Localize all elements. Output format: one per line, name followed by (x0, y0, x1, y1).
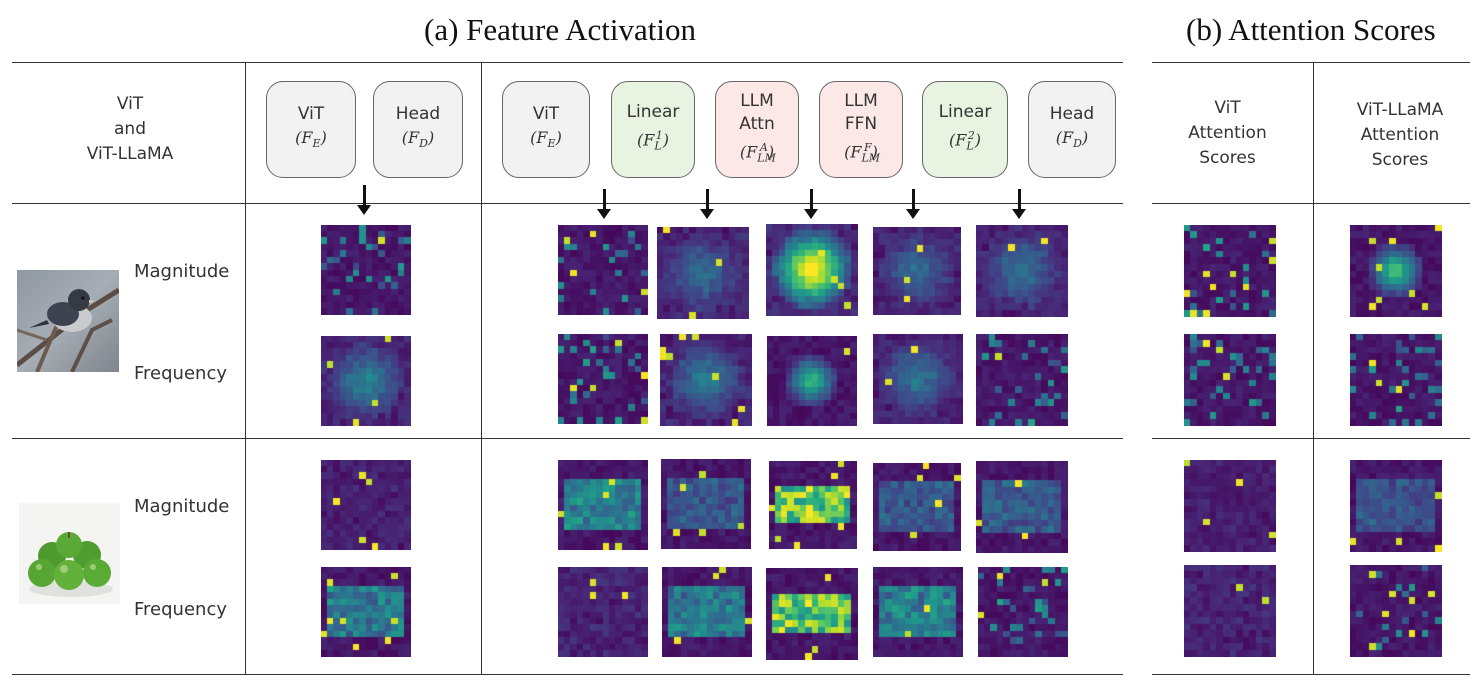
module-box-llm-ffn: LLM FFN (FLMF) (819, 81, 903, 178)
heatmap-apples-attention-llama-row1 (1350, 460, 1442, 552)
heatmap-bird-magnitude-vit-head (321, 225, 411, 315)
rule-bottom-a (12, 674, 1123, 675)
green-apples-photo-svg (19, 503, 120, 604)
heatmap-bird-magnitude-linear1 (657, 227, 749, 319)
heatmap-apples-frequency-vit (558, 567, 648, 657)
module-name-line2: FFN (844, 113, 878, 134)
heatmap-bird-attention-llama-row1 (1350, 225, 1442, 317)
heatmap-bird-magnitude-vit (558, 225, 648, 315)
module-symbol: (FLMF) (844, 140, 881, 165)
heatmap-apples-frequency-vit-head (321, 567, 411, 657)
heatmap-apples-frequency-llm-ffn (873, 567, 963, 657)
rule-bottom-b (1152, 674, 1470, 675)
heatmap-bird-frequency-vit-head (321, 336, 411, 426)
bird-photo-svg (17, 270, 119, 372)
heatmap-apples-frequency-llm-attn (766, 568, 858, 660)
heatmap-apples-magnitude-linear2 (976, 461, 1068, 553)
header-row-label-line2: and (114, 119, 146, 139)
header-row-label-line1: ViT (116, 94, 144, 114)
heatmap-bird-frequency-linear2 (976, 334, 1068, 426)
module-name: Linear (626, 102, 680, 123)
rule-header-b (1152, 203, 1470, 204)
module-name-line1: LLM (740, 90, 774, 111)
heatmap-bird-attention-vit-row2 (1184, 334, 1276, 426)
module-box-vit: ViT (FE) (266, 81, 356, 178)
header-vit-llama-attention: ViT-LLaMA Attention Scores (1325, 98, 1475, 173)
row2-frequency-label: Frequency (134, 599, 227, 620)
heatmap-bird-magnitude-llm-attn (766, 224, 858, 316)
heatmap-apples-frequency-linear2 (978, 567, 1068, 657)
heatmap-bird-magnitude-llm-ffn (873, 227, 961, 315)
heatmap-apples-attention-vit-row1 (1184, 460, 1276, 552)
module-box-head: Head (FD) (373, 81, 463, 178)
row1-magnitude-label: Magnitude (134, 261, 230, 282)
col-divider-1 (245, 62, 246, 674)
module-symbol: (FL2) (949, 129, 981, 153)
heatmap-apples-magnitude-linear1 (661, 459, 751, 549)
module-name-line1: LLM (844, 90, 878, 111)
module-symbol: (FE) (530, 128, 562, 151)
module-name: ViT (532, 104, 560, 125)
module-symbol: (FL1) (637, 129, 669, 153)
module-box-head-llama: Head (FD) (1028, 81, 1116, 178)
module-name: Head (1049, 104, 1095, 125)
heatmap-bird-frequency-vit (558, 334, 648, 424)
rule-top-b (1152, 62, 1470, 63)
rule-header-a (12, 203, 1123, 204)
module-symbol: (FE) (295, 128, 327, 151)
heatmap-apples-magnitude-vit (558, 460, 648, 550)
rule-top-a (12, 62, 1123, 63)
heatmap-bird-frequency-linear1 (660, 334, 752, 426)
header-vit-attention-line3: Scores (1199, 148, 1256, 168)
heatmap-apples-attention-llama-row2 (1350, 565, 1442, 657)
heatmap-apples-magnitude-llm-attn (769, 461, 857, 549)
module-name: ViT (297, 104, 325, 125)
heatmap-apples-magnitude-vit-head (321, 460, 411, 550)
title-feature-activation: (a) Feature Activation (424, 12, 697, 47)
module-name: Linear (938, 102, 992, 123)
header-row-label: ViT and ViT-LLaMA (40, 92, 220, 167)
module-symbol: (FD) (1055, 128, 1089, 151)
heatmap-apples-frequency-linear1 (662, 567, 752, 657)
header-row-label-line3: ViT-LLaMA (86, 144, 174, 164)
module-box-llm-attn: LLM Attn (FLMA) (715, 81, 799, 178)
module-name-line2: Attn (739, 113, 775, 134)
module-box-linear-2: Linear (FL2) (922, 81, 1008, 178)
heatmap-bird-frequency-llm-attn (767, 336, 857, 426)
rule-mid-a (12, 438, 1123, 439)
header-vit-llama-attention-line1: ViT-LLaMA (1356, 100, 1444, 120)
bird-photo (17, 270, 119, 372)
header-vit-llama-attention-line2: Attention (1360, 125, 1440, 145)
header-vit-attention-line1: ViT (1214, 98, 1241, 118)
col-divider-2 (481, 62, 482, 674)
row1-frequency-label: Frequency (134, 363, 227, 384)
col-divider-b (1313, 62, 1314, 674)
module-box-vit-llama-vit: ViT (FE) (502, 81, 590, 178)
module-symbol: (FD) (401, 128, 435, 151)
module-symbol: (FLMA) (739, 140, 776, 165)
heatmap-apples-attention-vit-row2 (1184, 565, 1276, 657)
header-vit-attention-line2: Attention (1188, 123, 1267, 143)
module-name: Head (395, 104, 441, 125)
green-apples-photo (19, 503, 120, 604)
heatmap-bird-magnitude-linear2 (976, 225, 1068, 317)
title-attention-scores: (b) Attention Scores (1186, 12, 1436, 47)
heatmap-bird-frequency-llm-ffn (873, 334, 963, 424)
rule-mid-b (1152, 438, 1470, 439)
heatmap-bird-attention-vit-row1 (1184, 225, 1276, 317)
module-box-linear-1: Linear (FL1) (611, 81, 695, 178)
heatmap-apples-magnitude-llm-ffn (873, 463, 961, 551)
header-vit-attention: ViT Attention Scores (1160, 96, 1295, 171)
header-vit-llama-attention-line3: Scores (1371, 150, 1429, 170)
row2-magnitude-label: Magnitude (134, 496, 230, 517)
heatmap-bird-attention-llama-row2 (1350, 334, 1442, 426)
